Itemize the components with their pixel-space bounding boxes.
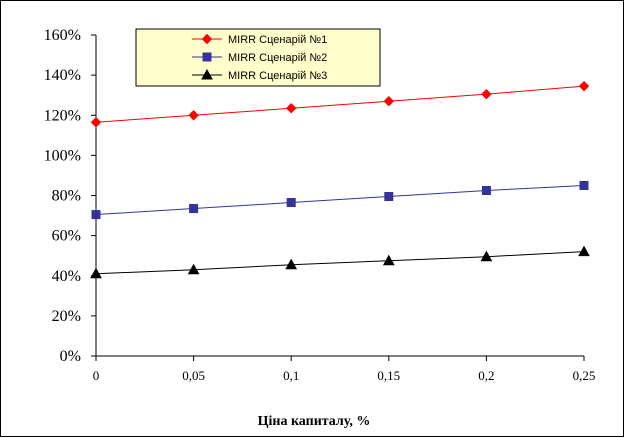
data-point-s2	[91, 210, 101, 220]
y-tick-labels: 0% 20% 40% 60% 80% 100% 120% 140% 160%	[44, 27, 81, 365]
x-tick-label: 0,2	[478, 368, 494, 383]
data-point-s1	[481, 88, 492, 100]
data-point-s3	[382, 254, 395, 266]
y-tick-label: 140%	[44, 67, 81, 84]
legend-marker-1	[201, 33, 213, 45]
data-point-s2	[579, 180, 589, 190]
data-point-s3	[90, 267, 102, 279]
y-tick-label: 120%	[44, 107, 81, 124]
series-line-3	[95, 251, 585, 275]
data-point-s1	[578, 80, 590, 92]
data-point-s1	[188, 110, 199, 121]
y-tick-label: 160%	[44, 27, 81, 44]
data-point-s2	[481, 185, 491, 195]
data-point-s2	[189, 204, 199, 214]
legend: MIRR Сценарій №1 MIRR Сценарій №2 MIRR Сце…	[135, 28, 381, 87]
axes	[91, 34, 585, 361]
y-tick-label: 60%	[52, 228, 81, 245]
x-tick-label: 0,25	[573, 368, 596, 383]
legend-marker-3	[201, 68, 213, 80]
legend-marker-2	[202, 52, 212, 62]
data-point-s3	[578, 245, 590, 257]
data-point-s1	[90, 117, 102, 128]
data-point-s2	[286, 198, 296, 208]
x-tick-label: 0,1	[283, 368, 299, 383]
x-axis-title: Ціна капиталу, %	[258, 414, 371, 429]
data-point-s2	[384, 192, 394, 202]
legend-label-3: MIRR Сценарій №3	[228, 70, 327, 82]
data-point-s3	[187, 263, 200, 275]
data-point-s1	[285, 103, 297, 114]
x-tick-label: 0,15	[377, 368, 400, 383]
y-tick-label: 100%	[44, 147, 81, 164]
data-point-s3	[480, 250, 493, 262]
series-line-2	[95, 184, 585, 216]
y-tick-label: 40%	[52, 268, 81, 285]
data-point-s1	[383, 95, 395, 107]
data-point-s3	[285, 258, 298, 270]
x-tick-label: 0,05	[182, 368, 205, 383]
x-tick-label: 0	[93, 368, 100, 383]
y-tick-label: 0%	[60, 348, 81, 365]
legend-label-2: MIRR Сценарій №2	[228, 52, 327, 64]
x-tick-labels: 0 0,05 0,1 0,15 0,2 0,25	[93, 368, 596, 383]
legend-box	[135, 28, 381, 87]
y-tick-label: 20%	[52, 308, 81, 325]
y-tick-label: 80%	[52, 188, 81, 205]
series-line-1	[95, 85, 585, 123]
series-markers	[90, 80, 590, 279]
legend-label-1: MIRR Сценарій №1	[228, 34, 327, 46]
series-lines	[95, 85, 585, 275]
